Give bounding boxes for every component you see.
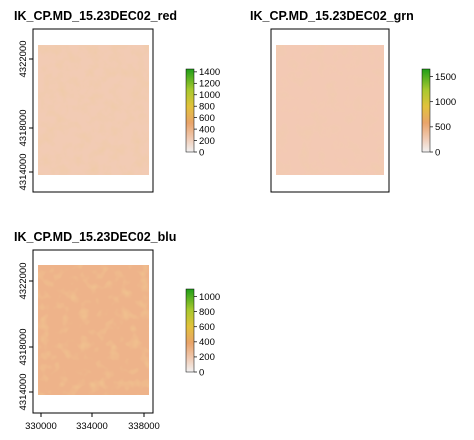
panel-grn-legend-tick-1500: 1500: [435, 72, 456, 83]
panel-blu-xtick-330000: 330000: [25, 421, 57, 432]
panel-red-legend-tick-800: 800: [199, 102, 215, 113]
panel-red-frame: [32, 28, 154, 193]
panel-red-legend-tick-1000: 1000: [199, 90, 220, 101]
panel-grn-title: IK_CP.MD_15.23DEC02_grn: [250, 9, 414, 23]
panel-blu-xtick-338000: 338000: [128, 421, 160, 432]
panel-red: IK_CP.MD_15.23DEC02_red 4322000 4318000 …: [14, 9, 220, 193]
panel-red-legend-tick-1400: 1400: [199, 67, 220, 78]
panel-grn-legend-tick-500: 500: [435, 122, 451, 133]
panel-grn-frame: [270, 28, 390, 193]
panel-red-legend-tick-600: 600: [199, 113, 215, 124]
panel-blu-frame: [32, 249, 154, 414]
panel-blu-xtick-334000: 334000: [76, 421, 108, 432]
panel-blu-legend-tick-800: 800: [199, 307, 215, 318]
panel-blu: IK_CP.MD_15.23DEC02_blu 4322000 4318000 …: [14, 230, 220, 432]
panel-grn-legend-tick-0: 0: [435, 147, 440, 158]
panel-blu-legend-tick-200: 200: [199, 352, 215, 363]
panel-blu-ytick-4314000: 4314000: [18, 374, 29, 411]
panel-red-ytick-4318000: 4318000: [18, 110, 29, 147]
panel-blu-legend-tick-400: 400: [199, 337, 215, 348]
panel-grn-legend: 0 500 1000 1500: [421, 68, 456, 158]
panel-blu-legend-tick-0: 0: [199, 367, 204, 378]
panel-grn-colorbar: [421, 68, 431, 153]
panel-red-legend-tick-200: 200: [199, 136, 215, 147]
panel-blu-legend-tick-600: 600: [199, 322, 215, 333]
panel-red-raster-texture: [38, 45, 149, 175]
panel-red-ytick-4314000: 4314000: [18, 154, 29, 191]
panel-grn-legend-tick-1000: 1000: [435, 97, 456, 108]
panel-blu-legend-tick-1000: 1000: [199, 292, 220, 303]
panel-blu-title: IK_CP.MD_15.23DEC02_blu: [14, 230, 176, 244]
panel-blu-raster-texture: [38, 265, 149, 395]
panel-blu-ytick-4318000: 4318000: [18, 329, 29, 366]
panel-red-title: IK_CP.MD_15.23DEC02_red: [14, 9, 177, 23]
panel-grn-raster-texture: [276, 45, 384, 175]
panel-red-legend-tick-0: 0: [199, 147, 204, 158]
panel-blu-legend: 0 200 400 600 800 1000: [185, 288, 220, 378]
panel-red-ytick-4322000: 4322000: [18, 41, 29, 78]
panel-red-legend-tick-1200: 1200: [199, 79, 220, 90]
panel-blu-colorbar: [185, 288, 195, 373]
panel-grn: IK_CP.MD_15.23DEC02_grn 0 500 1000 1500: [250, 9, 456, 193]
panel-blu-ytick-4322000: 4322000: [18, 263, 29, 300]
panel-red-colorbar: [185, 68, 195, 153]
panel-red-legend-tick-400: 400: [199, 124, 215, 135]
